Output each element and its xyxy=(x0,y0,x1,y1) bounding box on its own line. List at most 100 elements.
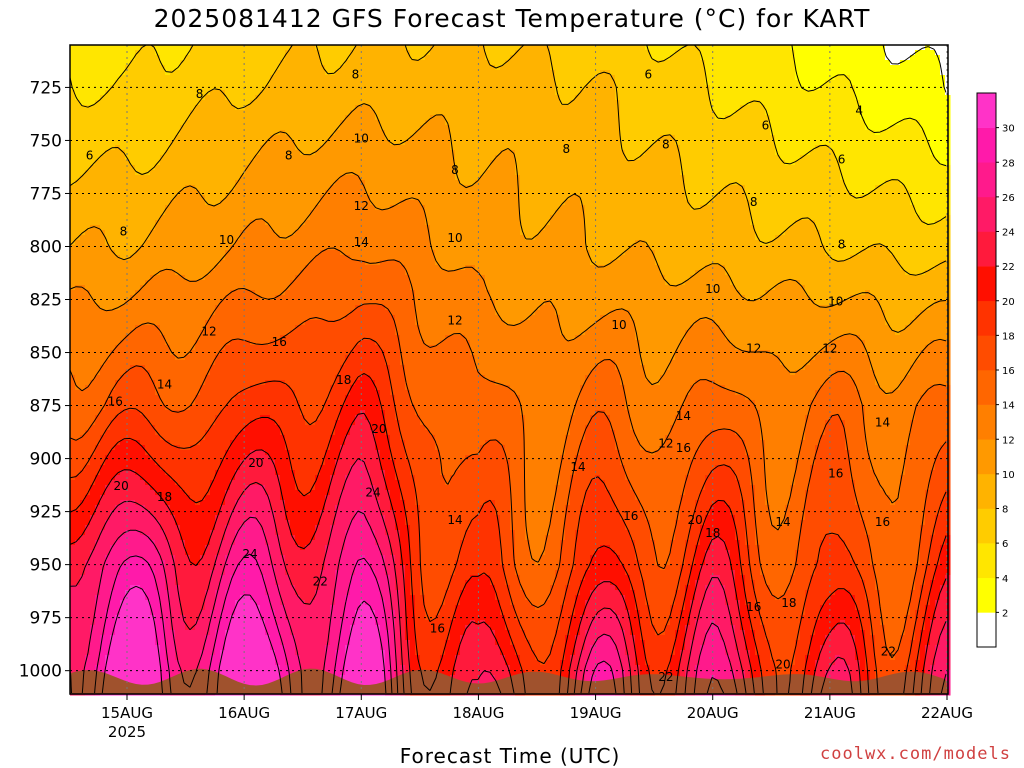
field-cell xyxy=(160,115,166,121)
field-cell xyxy=(135,505,141,511)
field-cell xyxy=(105,220,111,226)
field-cell xyxy=(205,80,211,86)
field-cell xyxy=(110,95,116,101)
field-cell xyxy=(70,160,76,166)
field-cell xyxy=(165,410,171,416)
field-cell xyxy=(80,640,86,646)
field-cell xyxy=(225,540,231,546)
field-cell xyxy=(240,155,246,161)
field-cell xyxy=(90,645,96,651)
field-cell xyxy=(110,435,116,441)
field-cell xyxy=(105,120,111,126)
field-cell xyxy=(105,585,111,591)
field-cell xyxy=(225,660,231,666)
field-cell xyxy=(195,650,201,656)
field-cell xyxy=(200,75,206,81)
field-cell xyxy=(225,325,231,331)
field-cell xyxy=(245,255,251,261)
field-cell xyxy=(125,135,131,141)
field-cell xyxy=(180,400,186,406)
field-cell xyxy=(80,590,86,596)
field-cell xyxy=(240,600,246,606)
field-cell xyxy=(130,115,136,121)
field-cell xyxy=(135,55,141,61)
field-cell xyxy=(135,645,141,651)
field-cell xyxy=(150,580,156,586)
field-cell xyxy=(125,575,131,581)
field-cell xyxy=(150,505,156,511)
field-cell xyxy=(145,325,151,331)
field-cell xyxy=(180,550,186,556)
field-cell xyxy=(205,525,211,531)
field-cell xyxy=(90,55,96,61)
field-cell xyxy=(200,355,206,361)
field-cell xyxy=(130,425,136,431)
field-cell xyxy=(235,520,241,526)
field-cell xyxy=(95,565,101,571)
field-cell xyxy=(155,475,161,481)
field-cell xyxy=(170,130,176,136)
field-cell xyxy=(160,205,166,211)
field-cell xyxy=(160,280,166,286)
field-cell xyxy=(205,210,211,216)
field-cell xyxy=(230,210,236,216)
field-cell xyxy=(120,625,126,631)
field-cell xyxy=(165,320,171,326)
field-cell xyxy=(210,45,216,51)
field-cell xyxy=(170,575,176,581)
field-cell xyxy=(150,440,156,446)
field-cell xyxy=(205,245,211,251)
field-cell xyxy=(75,555,81,561)
field-cell xyxy=(145,135,151,141)
field-cell xyxy=(195,415,201,421)
field-cell xyxy=(180,105,186,111)
field-cell xyxy=(105,190,111,196)
field-cell xyxy=(250,635,256,641)
field-cell xyxy=(165,195,171,201)
field-cell xyxy=(105,320,111,326)
field-cell xyxy=(175,165,181,171)
field-cell xyxy=(130,370,136,376)
field-cell xyxy=(100,545,106,551)
field-cell xyxy=(80,515,86,521)
field-cell xyxy=(180,470,186,476)
field-cell xyxy=(165,630,171,636)
field-cell xyxy=(110,665,116,671)
field-cell xyxy=(240,165,246,171)
field-cell xyxy=(245,495,251,501)
field-cell xyxy=(175,330,181,336)
field-cell xyxy=(110,355,116,361)
field-cell xyxy=(175,200,181,206)
field-cell xyxy=(95,625,101,631)
field-cell xyxy=(260,260,266,266)
field-cell xyxy=(260,320,266,326)
field-cell xyxy=(125,355,131,361)
field-cell xyxy=(185,260,191,266)
field-cell xyxy=(115,110,121,116)
field-cell xyxy=(115,100,121,106)
field-cell xyxy=(80,75,86,81)
field-cell xyxy=(135,605,141,611)
field-cell xyxy=(160,130,166,136)
field-cell xyxy=(195,490,201,496)
field-cell xyxy=(195,305,201,311)
field-cell xyxy=(185,270,191,276)
field-cell xyxy=(205,360,211,366)
field-cell xyxy=(200,515,206,521)
field-cell xyxy=(215,565,221,571)
field-cell xyxy=(180,270,186,276)
field-cell xyxy=(250,630,256,636)
field-cell xyxy=(140,450,146,456)
field-cell xyxy=(95,425,101,431)
field-cell xyxy=(255,205,261,211)
field-cell xyxy=(100,480,106,486)
field-cell xyxy=(170,165,176,171)
field-cell xyxy=(255,410,261,416)
field-cell xyxy=(85,65,91,71)
field-cell xyxy=(250,205,256,211)
field-cell xyxy=(125,275,131,281)
field-cell xyxy=(225,255,231,261)
field-cell xyxy=(155,210,161,216)
field-cell xyxy=(180,480,186,486)
field-cell xyxy=(245,115,251,121)
